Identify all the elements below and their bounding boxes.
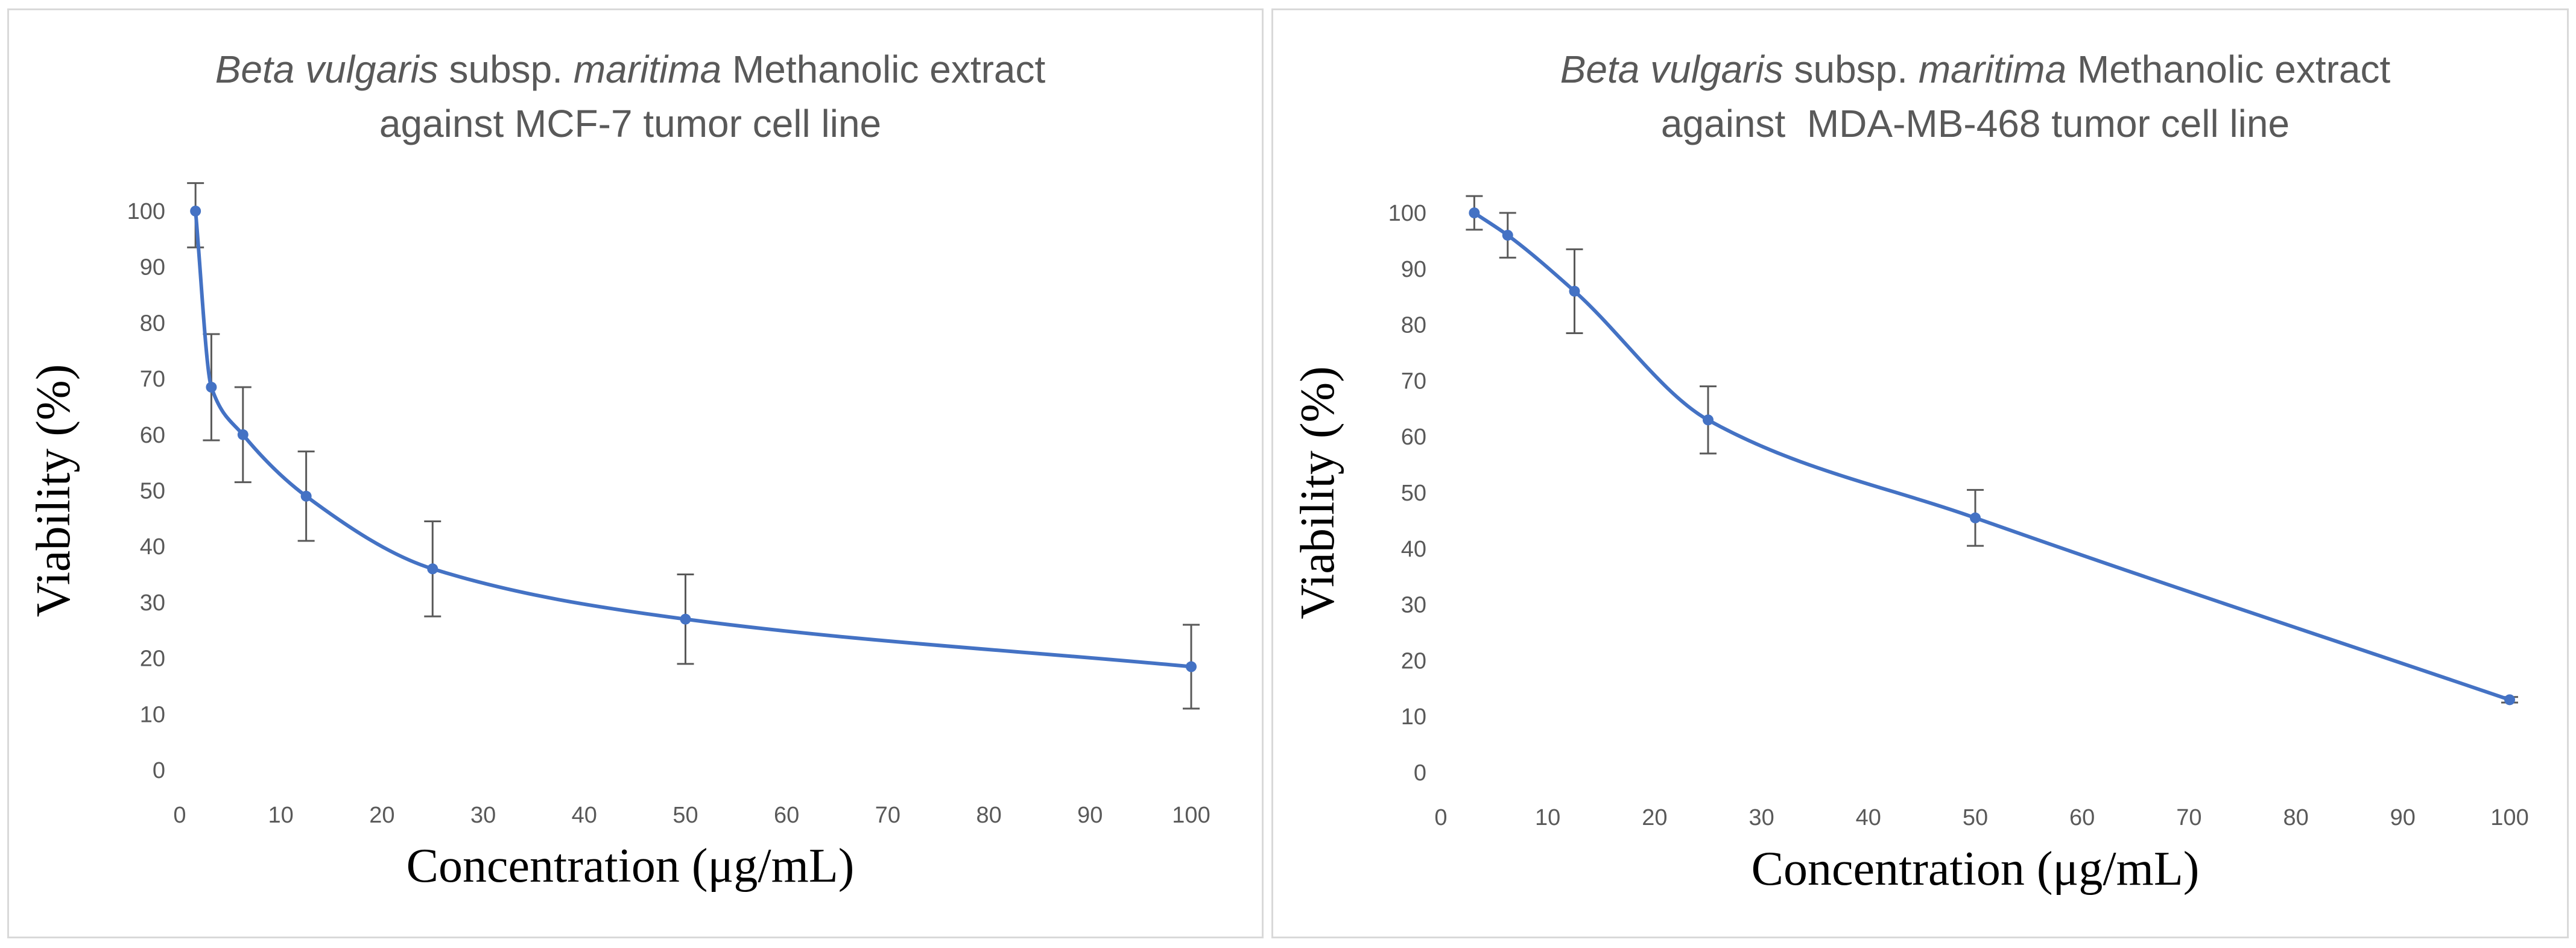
chart1-series-0 bbox=[187, 182, 1200, 710]
chart1-ytick-label: 60 bbox=[140, 423, 165, 448]
chart2-ytick-label: 0 bbox=[1414, 760, 1426, 786]
chart2-data-point bbox=[1502, 230, 1513, 241]
chart1-ytick-label: 40 bbox=[140, 534, 165, 560]
chart-panel-mcf7: Beta vulgaris subsp. maritima Methanolic… bbox=[7, 8, 1264, 938]
chart2-ytick-label: 60 bbox=[1401, 425, 1426, 450]
chart1-xtick-label: 20 bbox=[369, 803, 394, 828]
chart1-ytick-label: 70 bbox=[140, 367, 165, 392]
chart1-series-line bbox=[194, 209, 1193, 669]
chart1-xtick-label: 90 bbox=[1077, 803, 1103, 828]
chart1-data-point bbox=[206, 382, 217, 393]
chart2-xtick-label: 80 bbox=[2283, 805, 2308, 830]
chart1-xtick-label: 10 bbox=[268, 803, 294, 828]
chart1-ytick-label: 50 bbox=[140, 479, 165, 504]
chart1-title-part-1: subsp. bbox=[438, 48, 574, 91]
chart2-series-line bbox=[1472, 211, 2511, 702]
chart2-ytick-label: 70 bbox=[1401, 368, 1426, 394]
chart2-ytick-label: 90 bbox=[1401, 257, 1426, 282]
chart2-data-point bbox=[1970, 512, 1981, 523]
chart2-data-point bbox=[2504, 694, 2515, 706]
chart2-xtick-label: 0 bbox=[1434, 805, 1447, 830]
chart2-ytick-label: 20 bbox=[1401, 648, 1426, 674]
chart2-xtick-label: 70 bbox=[2176, 805, 2201, 830]
chart2-x-axis-title: Concentration (μg/mL) bbox=[1752, 842, 2200, 896]
chart1-title-part-3: Methanolic extract bbox=[721, 48, 1045, 91]
chart2-data-point bbox=[1703, 414, 1714, 426]
chart1-ytick-label: 90 bbox=[140, 255, 165, 280]
chart1-data-point bbox=[1186, 661, 1197, 672]
chart1-ytick-label: 100 bbox=[127, 199, 165, 224]
chart1-title-line2: against MCF-7 tumor cell line bbox=[379, 102, 881, 145]
chart1-xtick-label: 0 bbox=[173, 803, 186, 828]
chart-panel-mda-mb-468: Beta vulgaris subsp. maritima Methanolic… bbox=[1271, 8, 2569, 938]
chart1-xtick-label: 70 bbox=[875, 803, 900, 828]
chart2-data-point bbox=[1569, 285, 1580, 297]
chart1-xtick-label: 80 bbox=[976, 803, 1001, 828]
chart1-ytick-label: 80 bbox=[140, 311, 165, 336]
chart2-xtick-label: 100 bbox=[2490, 805, 2528, 830]
chart1-xtick-label: 40 bbox=[572, 803, 597, 828]
chart2-xtick-label: 60 bbox=[2069, 805, 2095, 830]
chart1-title-part-0: Beta vulgaris bbox=[215, 48, 438, 91]
chart2-y-axis-title: Viability (%) bbox=[1291, 366, 1344, 619]
chart2-title-part-0: Beta vulgaris bbox=[1560, 48, 1783, 91]
chart1-xtick-label: 30 bbox=[470, 803, 496, 828]
chart2-ytick-label: 80 bbox=[1401, 313, 1426, 338]
chart1-data-point bbox=[190, 206, 201, 216]
chart2-title-part-1: subsp. bbox=[1783, 48, 1919, 91]
chart1-y-axis-title: Viability (%) bbox=[27, 364, 80, 618]
chart1-xtick-label: 60 bbox=[774, 803, 799, 828]
chart1-data-point bbox=[300, 490, 312, 502]
chart1-ytick-label: 0 bbox=[153, 758, 165, 783]
chart2-xtick-label: 50 bbox=[1963, 805, 1988, 830]
chart1-xtick-label: 50 bbox=[672, 803, 698, 828]
chart2-ytick-label: 30 bbox=[1401, 593, 1426, 618]
chart2-data-point bbox=[1469, 207, 1480, 218]
chart1-ytick-label: 10 bbox=[140, 702, 165, 727]
chart2-xtick-label: 40 bbox=[1856, 805, 1881, 830]
chart1-ytick-label: 30 bbox=[140, 590, 165, 616]
chart2-xtick-label: 10 bbox=[1535, 805, 1560, 830]
chart2-xtick-label: 20 bbox=[1642, 805, 1667, 830]
chart2-title-line1: Beta vulgaris subsp. maritima Methanolic… bbox=[1560, 48, 2391, 91]
chart1-x-axis-title: Concentration (μg/mL) bbox=[407, 839, 855, 893]
chart2-ytick-label: 40 bbox=[1401, 537, 1426, 562]
chart1-data-point bbox=[237, 429, 248, 440]
chart2-xtick-label: 30 bbox=[1748, 805, 1774, 830]
chart1-xtick-label: 100 bbox=[1172, 803, 1210, 828]
chart1-title-line1: Beta vulgaris subsp. maritima Methanolic… bbox=[215, 48, 1046, 91]
chart1-ytick-label: 20 bbox=[140, 646, 165, 672]
chart2-title-line2: against MDA-MB-468 tumor cell line bbox=[1661, 102, 2290, 145]
chart2-ytick-label: 50 bbox=[1401, 481, 1426, 506]
chart1-data-point bbox=[427, 563, 438, 575]
chart2-title-part-2: maritima bbox=[1919, 48, 2066, 91]
chart2-ytick-label: 10 bbox=[1401, 704, 1426, 730]
chart2-title-part-3: Methanolic extract bbox=[2066, 48, 2390, 91]
chart1-data-point bbox=[680, 613, 691, 625]
chart1-title-part-2: maritima bbox=[574, 48, 721, 91]
chart2-xtick-label: 90 bbox=[2390, 805, 2416, 830]
chart-mcf7: Beta vulgaris subsp. maritima Methanolic… bbox=[27, 48, 1210, 893]
chart2-series-0 bbox=[1466, 195, 2518, 706]
chart-mda-mb-468: Beta vulgaris subsp. maritima Methanolic… bbox=[1291, 48, 2529, 896]
chart2-ytick-label: 100 bbox=[1388, 201, 1426, 226]
